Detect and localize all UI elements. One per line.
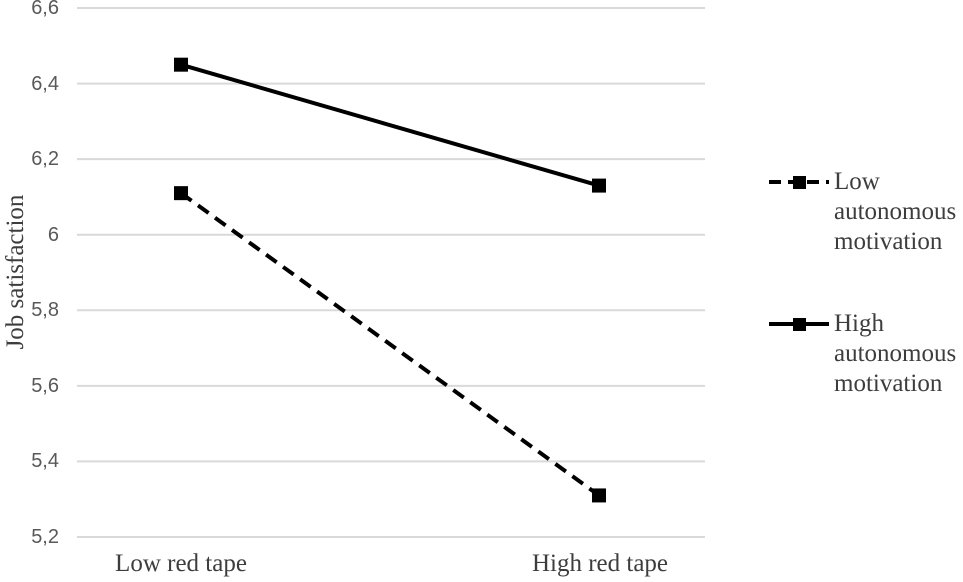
legend-label: High autonomous motivation <box>834 310 957 397</box>
y-tick-label: 5,2 <box>31 526 59 548</box>
series-line-low-autonomous-motivation <box>179 191 601 498</box>
legend-solid-line-square-marker-icon <box>769 318 829 331</box>
y-tick-label: 6,2 <box>31 148 59 170</box>
series-line-high-autonomous-motivation <box>180 62 600 188</box>
legend-item-high-autonomous-motivation: High autonomous motivation <box>768 309 963 399</box>
y-tick-label: 6,6 <box>31 0 59 19</box>
y-tick-label: 5,8 <box>31 299 59 321</box>
legend-dashed-line-square-marker-icon <box>769 176 829 189</box>
legend-item-low-autonomous-motivation: Low autonomous motivation <box>768 167 963 257</box>
y-axis-title: Job satisfaction <box>2 194 29 350</box>
legend-label: Low autonomous motivation <box>834 168 957 255</box>
y-tick-label: 6,4 <box>31 73 59 95</box>
data-point-marker-low-autonomous-motivation <box>174 186 188 201</box>
y-tick-label: 5,4 <box>31 450 59 472</box>
y-tick-label: 5,6 <box>31 375 59 397</box>
data-point-marker-high-autonomous-motivation <box>592 178 606 193</box>
data-point-marker-low-autonomous-motivation <box>592 488 606 503</box>
x-category-label-high-red-tape: High red tape <box>531 550 669 577</box>
y-tick-label: 6 <box>47 224 59 246</box>
data-point-marker-high-autonomous-motivation <box>174 57 188 72</box>
x-category-label-low-red-tape: Low red tape <box>115 550 247 577</box>
legend: Low autonomous motivation High autonomou… <box>768 167 963 451</box>
